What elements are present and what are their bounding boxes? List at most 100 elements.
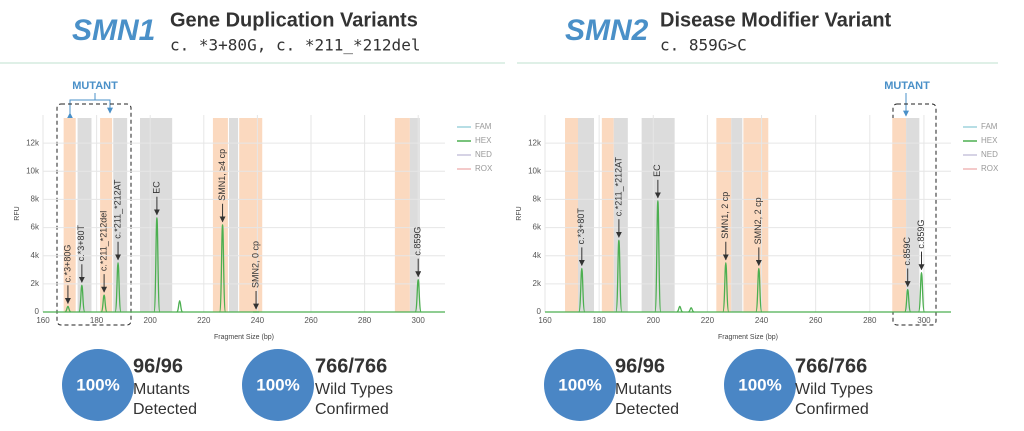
peak-label: SMN1, ≥4 cp (217, 149, 227, 201)
peak (414, 278, 422, 313)
stat-circle (724, 349, 796, 421)
stat-line: Detected (615, 401, 679, 418)
peak-label: c.859C (902, 236, 912, 265)
mutant-box (56, 103, 132, 326)
band (100, 118, 113, 312)
stat-count: 96/96 (615, 355, 665, 377)
peak (578, 267, 586, 313)
band (743, 118, 769, 312)
chart: 0 2k 4k 6k 8k 10k 12k 160 180 200 220 240 260 280 300 F… (14, 115, 493, 341)
legend-label: FAM (475, 122, 492, 131)
peak-label: c.*3+80T (76, 224, 86, 261)
x-tick-label: 280 (358, 316, 372, 325)
peak (114, 262, 122, 313)
band (63, 118, 76, 312)
peak-label: c.*3+80T (576, 208, 586, 245)
y-tick-label: 0 (35, 307, 40, 316)
stat-percent: 100% (738, 375, 781, 394)
header-left: SMN1 Gene Duplication Variants c. *3+80G… (72, 9, 420, 54)
peak-label: SMN1, 2 cp (720, 192, 730, 239)
band (140, 118, 173, 312)
peak-label: SMN2, 0 cp (250, 241, 260, 288)
stat-percent: 100% (76, 375, 119, 394)
x-tick-label: 300 (412, 316, 426, 325)
peak-label: c.*3+80G (62, 245, 72, 283)
peak-label: c.859G (413, 227, 423, 256)
charts: 0 2k 4k 6k 8k 10k 12k 160 180 200 220 240 260 280 300 F… (14, 115, 999, 341)
stat-line: Wild Types (315, 381, 393, 398)
peak-label: c.859G (916, 220, 926, 249)
y-tick-label: 8k (533, 195, 542, 204)
peak (100, 294, 108, 313)
subtitle: c. *3+80G, c. *211_*212del (170, 36, 420, 55)
band (906, 118, 920, 312)
stat-line: Wild Types (795, 381, 873, 398)
x-tick-label: 160 (36, 316, 50, 325)
peak-label: EC (652, 164, 662, 177)
y-tick-label: 10k (528, 166, 542, 175)
peak (153, 217, 161, 313)
legend-label: NED (475, 150, 492, 159)
band (613, 118, 628, 312)
stats: 100% 96/96 Mutants Detected 100% 766/766 Wild … (62, 349, 873, 421)
peak (676, 305, 684, 313)
x-tick-label: 160 (538, 316, 552, 325)
stat-circle (242, 349, 314, 421)
y-tick-label: 0 (537, 307, 542, 316)
y-tick-label: 2k (31, 279, 40, 288)
peak (78, 284, 86, 313)
title: Disease Modifier Variant (660, 9, 892, 31)
stat-line: Mutants (615, 381, 672, 398)
legend-label: ROX (475, 164, 493, 173)
peak-label: c.*211_*212AT (613, 157, 623, 217)
stat-percent: 100% (256, 375, 299, 394)
peak-label: EC (151, 181, 161, 194)
subtitle: c. 859G>C (660, 36, 747, 55)
peak (654, 200, 662, 313)
peak (917, 271, 926, 313)
band (239, 118, 263, 312)
y-axis-label: RFU (14, 206, 21, 220)
band (228, 118, 239, 312)
legend-label: HEX (475, 136, 492, 145)
band (77, 118, 92, 312)
peak (64, 305, 72, 313)
stat-count: 766/766 (315, 355, 387, 377)
stat-count: 96/96 (133, 355, 183, 377)
x-tick-label: 220 (197, 316, 211, 325)
x-tick-label: 280 (863, 316, 877, 325)
stat-line: Mutants (133, 381, 190, 398)
legend-label: HEX (981, 136, 998, 145)
x-tick-label: 220 (701, 316, 715, 325)
y-tick-label: 6k (533, 223, 542, 232)
x-tick-label: 180 (592, 316, 606, 325)
band (731, 118, 743, 312)
peak-label: c.*211_*212AT (112, 179, 122, 239)
title: Gene Duplication Variants (170, 9, 418, 31)
band (113, 118, 128, 312)
band (565, 118, 579, 312)
peak (176, 300, 184, 313)
peak-label: SMN2, 2 cp (753, 197, 763, 244)
legend-label: ROX (981, 164, 999, 173)
y-axis-label: RFU (516, 206, 523, 220)
legend-label: NED (981, 150, 998, 159)
y-tick-label: 2k (533, 279, 542, 288)
y-tick-label: 12k (26, 138, 40, 147)
gene: SMN2 (565, 14, 649, 47)
x-tick-label: 300 (917, 316, 931, 325)
stat-line: Confirmed (795, 401, 869, 418)
x-tick-label: 200 (647, 316, 661, 325)
x-tick-label: 260 (304, 316, 318, 325)
peak-label: c.*211_*212del (98, 211, 108, 271)
y-tick-label: 10k (26, 166, 40, 175)
peak (218, 224, 227, 313)
band (892, 118, 907, 312)
stat-count: 766/766 (795, 355, 867, 377)
gene: SMN1 (72, 14, 155, 47)
band (601, 118, 614, 312)
x-tick-label: 180 (90, 316, 104, 325)
x-tick-label: 240 (755, 316, 769, 325)
header-right: SMN2 Disease Modifier Variant c. 859G>C (565, 9, 892, 54)
